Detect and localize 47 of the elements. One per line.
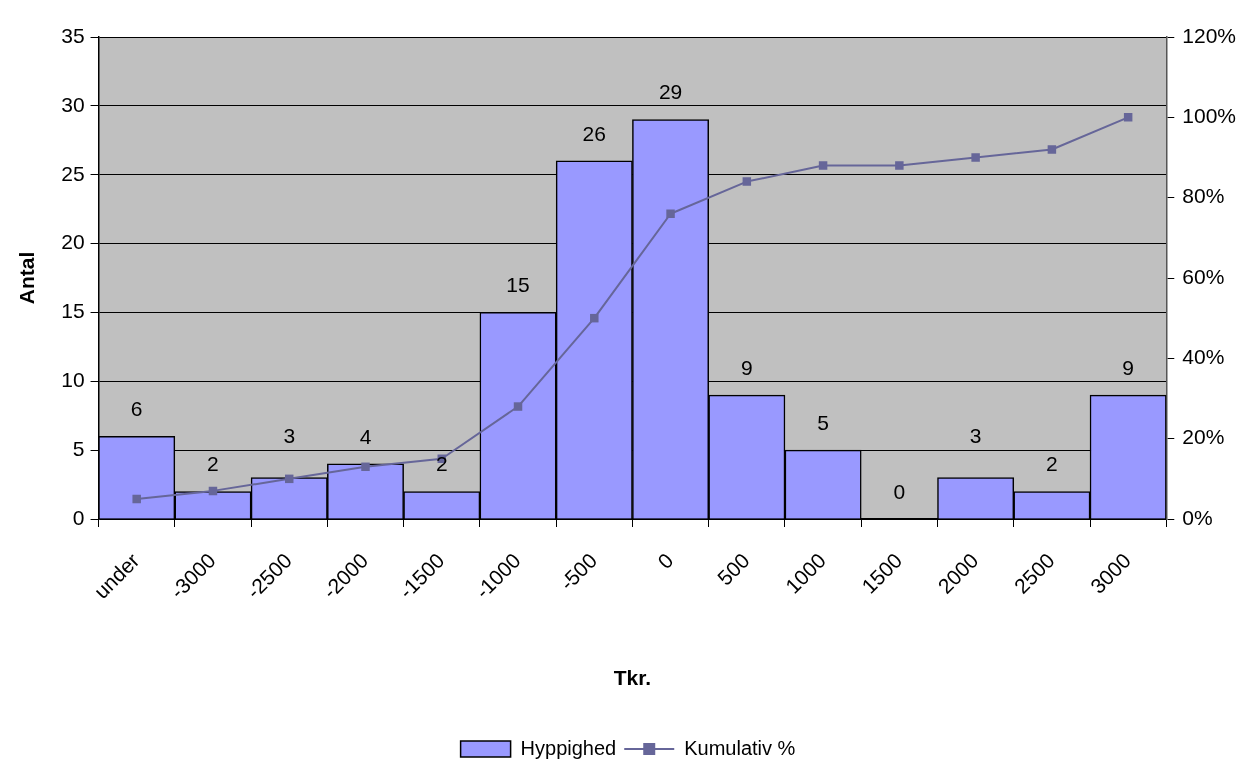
point (590, 313, 599, 323)
data-label: 3 (283, 423, 296, 447)
point (895, 161, 904, 170)
y-axis-title: Antal (15, 251, 39, 305)
data-label: 26 (582, 121, 606, 145)
y-tick-label: 20 (61, 230, 85, 254)
point (361, 462, 370, 472)
y-tick-label: 30 (61, 92, 85, 116)
data-label: 3 (969, 423, 982, 447)
y-tick-label: 35 (61, 23, 85, 47)
data-label: 4 (359, 424, 372, 448)
data-label: 2 (207, 452, 219, 476)
legend-label: Hyppighed (520, 736, 617, 759)
data-label: 29 (658, 80, 683, 104)
point (742, 177, 752, 186)
x-tick-label: 500 (712, 548, 754, 590)
legend-label: Kumulativ % (684, 736, 796, 759)
y2-tick-label: 0% (1182, 505, 1213, 529)
data-label: 6 (130, 397, 143, 421)
point (1123, 113, 1133, 122)
data-label: 9 (1122, 355, 1134, 379)
y2-tick-label: 80% (1182, 184, 1225, 208)
point (132, 494, 141, 504)
y2-tick-label: 40% (1182, 345, 1225, 369)
y-tick-label: 25 (61, 161, 85, 185)
data-label: 2 (435, 452, 448, 476)
y2-tick-label: 100% (1182, 104, 1237, 128)
data-label: 9 (740, 355, 753, 379)
point (818, 161, 828, 170)
data-label: 0 (893, 479, 906, 503)
y-tick-label: 15 (61, 299, 85, 323)
y2-tick-label: 60% (1182, 264, 1225, 288)
data-label: 15 (506, 273, 530, 297)
y2-tick-label: 120% (1182, 23, 1237, 47)
data-label: 5 (817, 410, 829, 434)
y-tick-label: 0 (72, 505, 85, 529)
y-tick-label: 10 (61, 368, 85, 392)
data-label: 2 (1046, 452, 1058, 476)
y2-tick-label: 20% (1182, 425, 1225, 449)
x-axis-title: Tkr. (613, 666, 652, 690)
y-tick-label: 5 (72, 436, 85, 460)
point (666, 209, 675, 218)
point (971, 153, 980, 162)
point (513, 402, 523, 411)
point (1047, 145, 1057, 154)
x-tick-label: 0 (652, 548, 678, 574)
x-tick-label: -500 (555, 548, 602, 595)
